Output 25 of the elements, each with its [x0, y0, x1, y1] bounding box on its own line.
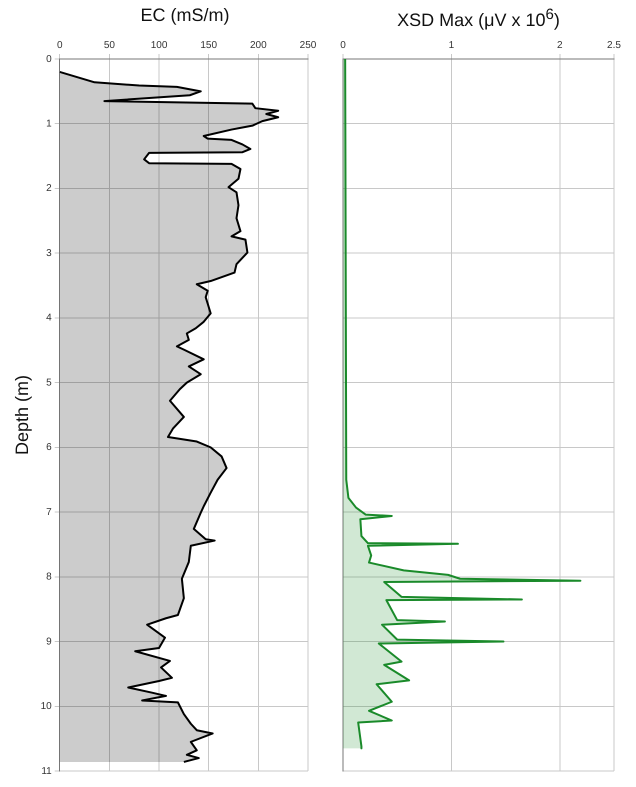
y-tick-label: 0 — [46, 54, 52, 65]
x-tick-label: 0 — [340, 40, 346, 51]
chart-title: XSD Max (μV x 10$^{6}$) — [396, 5, 561, 32]
x-tick-label: 200 — [250, 40, 268, 51]
y-tick-label: 3 — [46, 248, 52, 259]
y-tick-label: 8 — [46, 572, 52, 583]
x-tick-label: 100 — [150, 40, 168, 51]
y-tick-label: 4 — [46, 312, 52, 324]
y-tick-label: 1 — [46, 118, 52, 130]
x-tick-label: 250 — [300, 40, 317, 51]
y-tick-label: 10 — [40, 701, 52, 712]
y-axis-title: Depth (m) — [12, 374, 32, 456]
y-tick-label: 5 — [46, 377, 52, 388]
x-tick-label: 2 — [557, 40, 564, 51]
x-tick-label: 1 — [448, 40, 455, 51]
chart-title: EC (mS/m) — [140, 4, 230, 27]
y-tick-label: 9 — [46, 636, 52, 648]
y-tick-label: 2 — [46, 183, 52, 194]
x-tick-label: 150 — [200, 40, 218, 51]
x-tick-label: 50 — [104, 40, 116, 51]
y-tick-label: 7 — [46, 506, 52, 518]
x-tick-label: 0 — [56, 40, 63, 51]
y-tick-label: 11 — [41, 766, 52, 777]
x-tick-label: 2.5 — [607, 40, 622, 51]
y-tick-label: 6 — [46, 442, 52, 454]
